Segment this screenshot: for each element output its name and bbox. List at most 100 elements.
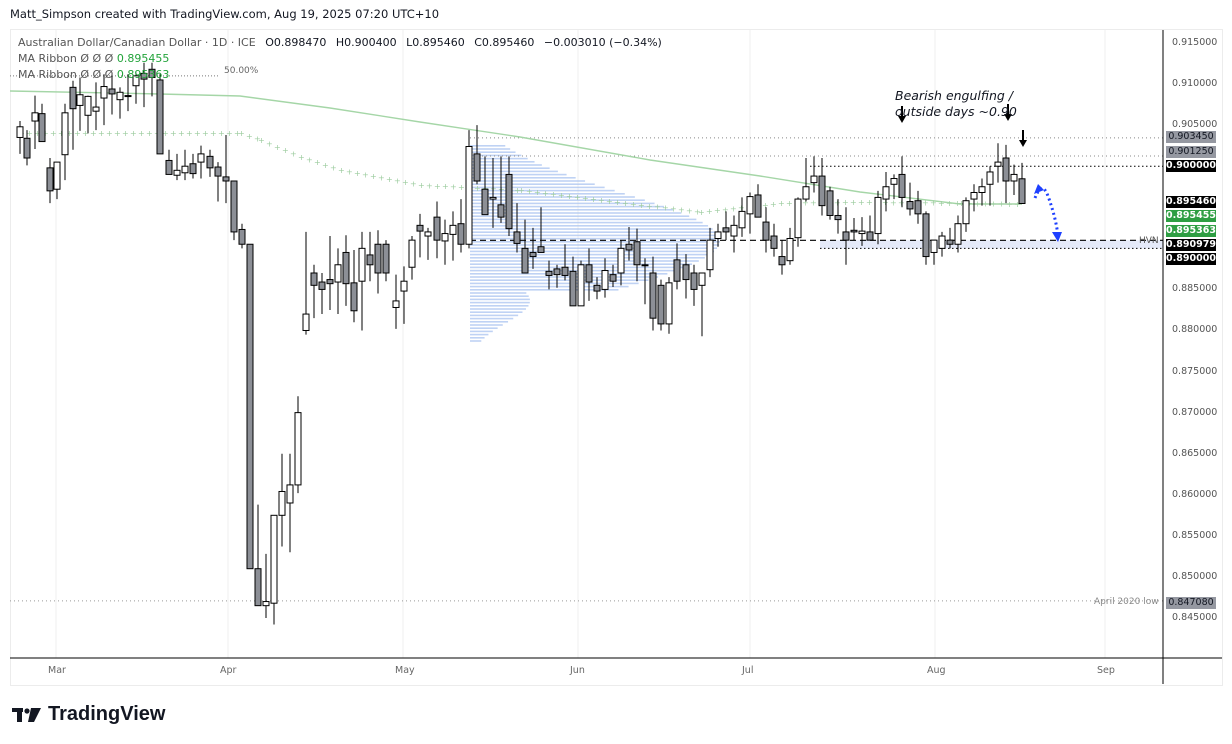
candle	[46, 157, 54, 204]
bear-candle-body	[682, 264, 690, 281]
candle	[810, 156, 818, 193]
volume-profile-bar	[470, 167, 550, 169]
ma-dotted-marker: +	[458, 183, 465, 192]
annotation-arrows	[898, 104, 1062, 242]
bear-candle-body	[46, 167, 54, 192]
ma-ribbon-2[interactable]: MA Ribbon Ø Ø Ø 0.895363	[18, 67, 662, 83]
horizontal-levels	[10, 75, 1163, 602]
volume-profile-bar	[470, 327, 498, 329]
bull-candle-body	[858, 230, 866, 235]
volume-profile-bar	[470, 253, 710, 256]
bear-candle-body	[108, 88, 116, 95]
candle	[108, 75, 116, 115]
bull-candle-body	[278, 490, 286, 516]
bull-candle-body	[408, 239, 416, 268]
bear-candle-body	[569, 270, 577, 307]
ma-dotted-marker: +	[802, 199, 809, 208]
candle	[682, 254, 690, 299]
ma-dotted-marker: +	[162, 129, 169, 138]
volume-profile-bar	[470, 311, 523, 313]
bear-candle-body	[238, 228, 246, 245]
candle	[481, 156, 489, 216]
bear-candle-body	[189, 163, 197, 175]
ma-dotted-marker: +	[882, 198, 889, 207]
candle	[561, 244, 569, 281]
candle	[786, 227, 794, 265]
candle	[842, 207, 850, 265]
chart-frame[interactable]	[10, 29, 1223, 686]
bear-candle-body	[946, 239, 954, 245]
price-tick: 0.860000	[1172, 488, 1218, 500]
ma-dotted-marker: +	[1006, 200, 1013, 209]
bear-candle-body	[850, 229, 858, 233]
ma-dotted-marker: +	[646, 202, 653, 211]
candle	[286, 453, 294, 553]
bear-candle-body	[673, 259, 681, 282]
bear-candle-body	[374, 243, 382, 274]
ma-dotted-marker: +	[890, 198, 897, 207]
ma-dotted-marker: +	[714, 206, 721, 215]
bull-candle-body	[970, 191, 978, 200]
price-tick: 0.875000	[1172, 365, 1218, 377]
bear-candle-body	[254, 568, 262, 607]
ma-dotted-marker: +	[450, 183, 457, 192]
candle	[140, 62, 148, 108]
bearish-engulfing-note[interactable]: Bearish engulfing / outside days ~0.90	[895, 88, 1017, 120]
candle	[449, 211, 457, 261]
ma-dotted-marker: +	[122, 129, 129, 138]
tradingview-logo[interactable]: TradingView	[12, 703, 165, 726]
candle	[61, 103, 69, 181]
candle	[649, 256, 657, 331]
volume-profile-bar	[470, 196, 635, 198]
candle	[738, 197, 746, 237]
ma-dotted-marker: +	[614, 198, 621, 207]
month-label: Sep	[1097, 665, 1115, 676]
ma-dotted-marker: +	[526, 187, 533, 196]
candle	[1018, 162, 1026, 205]
ma-dotted-marker: +	[66, 129, 73, 138]
volume-profile-bar	[470, 177, 576, 179]
ma-dotted-marker: +	[274, 143, 281, 152]
symbol-title[interactable]: Australian Dollar/Canadian Dollar · 1D ·…	[18, 36, 256, 49]
candle	[826, 186, 834, 220]
bull-candle-body	[698, 272, 706, 286]
ma-dotted-marker: +	[810, 199, 817, 208]
candle	[230, 180, 238, 241]
candle	[156, 74, 164, 155]
candle	[53, 161, 61, 200]
ma-dotted-marker: +	[306, 156, 313, 165]
ma-dotted-marker: +	[90, 129, 97, 138]
volume-profile-bar	[470, 260, 699, 262]
candle	[746, 192, 754, 234]
bull-candle-body	[197, 153, 205, 163]
ma-ribbon-1[interactable]: MA Ribbon Ø Ø Ø 0.895455	[18, 51, 662, 67]
volume-profile-bar	[470, 221, 703, 224]
ma-dotted-marker: +	[34, 129, 41, 138]
ma-dotted-marker: +	[946, 199, 953, 208]
ma-dotted-marker: +	[314, 158, 321, 167]
hvn-label: HVN	[1139, 236, 1159, 246]
ma-dotted-marker: +	[146, 129, 153, 138]
ma-dotted-marker: +	[638, 201, 645, 210]
ohlc-high: H0.900400	[335, 36, 397, 49]
ma-dotted-marker: +	[402, 178, 409, 187]
bear-candle-body	[609, 274, 617, 282]
candle	[633, 228, 641, 282]
ma-dotted-marker: +	[958, 199, 965, 208]
volume-profile-bar	[470, 199, 645, 201]
ma-dotted-marker: +	[418, 181, 425, 190]
volume-profile-bar	[470, 276, 659, 278]
ma-dotted-marker: +	[786, 199, 793, 208]
note-line-2: outside days ~0.90	[895, 104, 1017, 119]
candle	[310, 264, 318, 319]
candle	[673, 243, 681, 290]
ma-dotted-marker: +	[842, 198, 849, 207]
bear-candle-body	[866, 231, 874, 241]
price-tag: 0.895455	[1166, 210, 1216, 222]
ma-dotted-marker: +	[386, 175, 393, 184]
candle	[545, 260, 553, 290]
bear-candle-body	[505, 173, 513, 230]
bull-candle-body	[116, 91, 124, 101]
ma-dotted-marker: +	[254, 135, 261, 144]
